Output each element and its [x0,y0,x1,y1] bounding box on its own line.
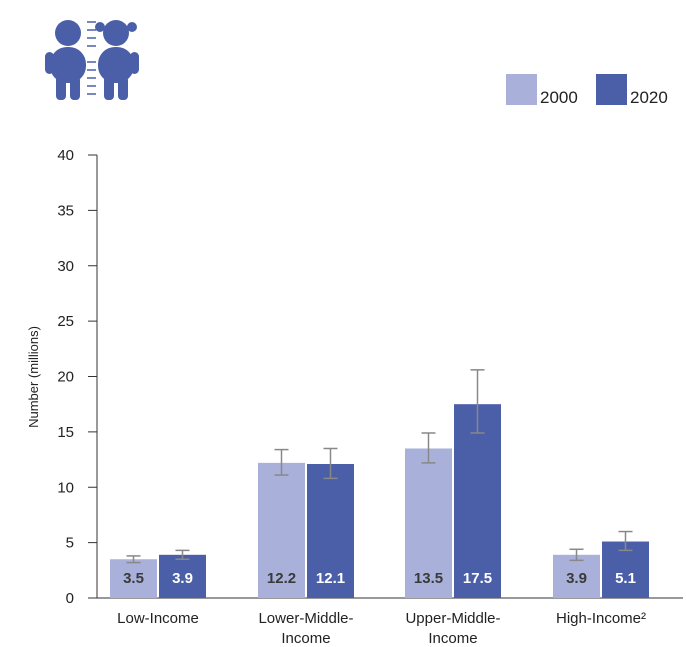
x-category-label: Low-Income [117,610,199,627]
y-ticks: 0 5 10 15 20 25 30 35 40 [57,147,97,607]
data-label: 3.5 [123,570,144,587]
bar-2020-1 [307,463,354,598]
bar-2020-0 [159,554,206,598]
y-tick-label: 15 [57,424,74,441]
x-categories: Low-Income Lower-Middle-Income Upper-Middl… [117,610,646,647]
data-label: 3.9 [172,570,193,587]
error-bar [618,530,633,552]
legend-label-2020: 2020 [630,88,668,107]
bar-2000-2 [405,448,452,598]
bar-2000-3 [553,554,600,598]
x-category-label: Upper-Middle-Income [405,610,500,647]
error-bar [175,549,190,560]
error-bar [470,369,485,434]
data-label: 12.1 [316,570,345,587]
y-tick-label: 20 [57,369,74,386]
error-bar [569,548,584,562]
data-label: 5.1 [615,570,636,587]
y-tick-label: 40 [57,147,74,164]
bars: 3.5 12.2 13.5 3.9 3.9 12.1 17.5 5.1 [110,369,649,598]
y-axis-label: Number (millions) [26,326,41,428]
legend-swatch-2000 [506,74,537,105]
error-bar [421,432,436,464]
x-category-label: High-Income² [556,610,646,627]
x-category-label: Lower-Middle-Income [258,610,353,647]
y-tick-label: 5 [66,535,74,552]
y-tick-label: 30 [57,258,74,275]
y-tick-label: 25 [57,313,74,330]
legend-label-2000: 2000 [540,88,578,107]
children-icon [45,20,139,100]
y-tick-label: 35 [57,202,74,219]
legend: 2000 2020 [506,74,668,107]
y-tick-label: 10 [57,479,74,496]
data-label: 17.5 [463,570,492,587]
error-bar [126,555,141,564]
legend-swatch-2020 [596,74,627,105]
error-bar [323,447,338,480]
bar-2020-2 [454,404,501,598]
data-label: 3.9 [566,570,587,587]
error-bar [274,448,289,476]
data-label: 12.2 [267,570,296,587]
bar-2000-0 [110,559,157,598]
data-label: 13.5 [414,570,443,587]
bar-2000-1 [258,462,305,598]
y-tick-label: 0 [66,590,74,607]
